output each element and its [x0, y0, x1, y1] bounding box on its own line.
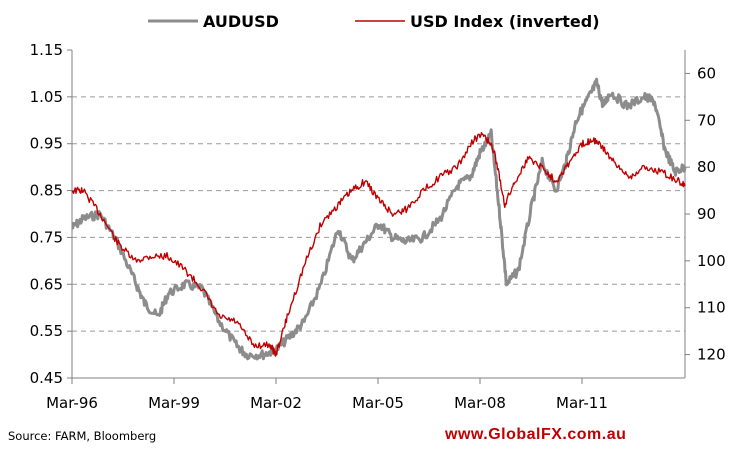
left-tick-label-6: 0.55	[30, 322, 63, 340]
legend-label-usd-index: USD Index (inverted)	[410, 12, 600, 31]
left-tick-label-4: 0.75	[30, 228, 63, 246]
legend: AUDUSD USD Index (inverted)	[148, 12, 600, 31]
left-tick-label-0: 1.15	[30, 41, 63, 59]
x-tick-label-4: Mar-08	[454, 394, 506, 412]
source-note: Source: FARM, Bloomberg	[8, 429, 156, 443]
left-tick-label-7: 0.45	[30, 369, 63, 387]
series-line-audusd	[71, 77, 687, 361]
x-tick-label-3: Mar-05	[352, 394, 404, 412]
left-tick-label-2: 0.95	[30, 135, 63, 153]
left-axis-ticks: 1.15 1.05 0.95 0.85 0.75 0.65 0.55 0.45	[30, 41, 63, 387]
axes	[67, 49, 690, 384]
left-tick-label-3: 0.85	[30, 182, 63, 200]
right-tick-label-2: 80	[697, 158, 716, 176]
site-url[interactable]: www.GlobalFX.com.au	[444, 426, 626, 443]
right-tick-label-1: 70	[697, 111, 716, 129]
left-tick-label-1: 1.05	[30, 88, 63, 106]
right-axis-ticks: 60 70 80 90 100 110 120	[697, 64, 726, 363]
right-tick-label-5: 110	[697, 299, 726, 317]
gridlines	[72, 96, 685, 332]
left-tick-label-5: 0.65	[30, 275, 63, 293]
legend-label-audusd: AUDUSD	[203, 12, 279, 31]
right-tick-label-3: 90	[697, 205, 716, 223]
series-line-usd-index	[71, 132, 686, 357]
x-tick-label-5: Mar-11	[556, 394, 608, 412]
right-tick-label-6: 120	[697, 346, 726, 364]
right-tick-label-0: 60	[697, 64, 716, 82]
x-tick-label-1: Mar-99	[148, 394, 200, 412]
right-tick-label-4: 100	[697, 252, 726, 270]
x-tick-label-0: Mar-96	[46, 394, 98, 412]
x-tick-label-2: Mar-02	[250, 394, 302, 412]
x-axis-ticks: Mar-96 Mar-99 Mar-02 Mar-05 Mar-08 Mar-11	[46, 394, 608, 412]
series-layer	[71, 77, 687, 361]
